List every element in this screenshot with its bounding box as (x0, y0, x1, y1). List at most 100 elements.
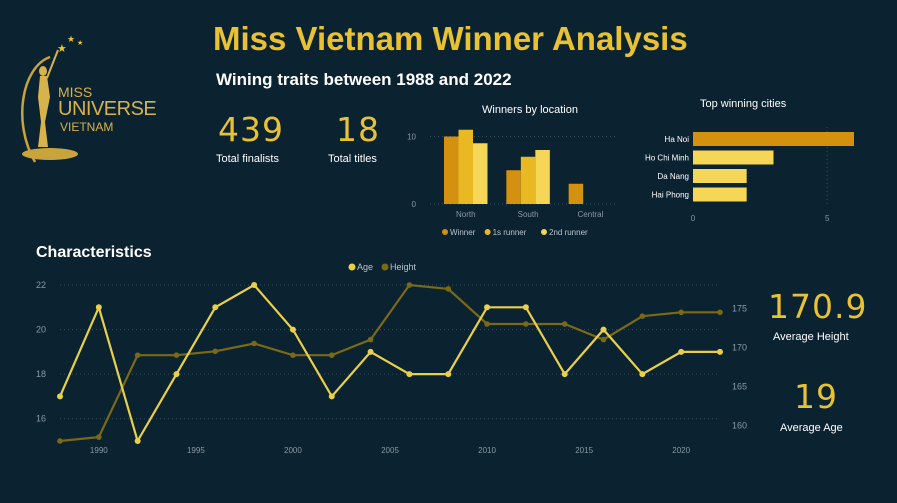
line-ytick-right: 175 (732, 303, 747, 313)
logo-figure-icon: ★ ★ ★ (21, 34, 83, 163)
age-point (639, 371, 646, 378)
location-bar (506, 170, 521, 204)
city-label: Ho Chi Minh (645, 154, 689, 163)
kpi-titles-value: 18 (336, 110, 380, 149)
location-xtick: North (456, 210, 476, 219)
line-xtick: 2010 (478, 446, 496, 455)
kpi-height-value: 170.9 (768, 287, 868, 326)
location-xtick: Central (578, 210, 604, 219)
line-ytick-left: 20 (36, 325, 46, 335)
legend-marker (442, 229, 448, 235)
location-chart[interactable]: 0 10 North South Central Winner 1s runner 2nd r… (395, 118, 620, 243)
cities-xtick: 0 (691, 214, 696, 223)
kpi-titles-label: Total titles (328, 153, 377, 165)
line-xtick: 1995 (187, 446, 205, 455)
legend-marker (484, 229, 491, 235)
legend-marker (348, 263, 356, 271)
line-ytick-left: 16 (36, 414, 46, 424)
height-point (445, 286, 452, 292)
kpi-finalists-value: 439 (218, 110, 284, 149)
cities-xtick: 5 (825, 214, 830, 223)
legend-marker (541, 229, 547, 235)
height-point (212, 348, 219, 355)
location-bar (444, 136, 459, 204)
city-bar (693, 150, 774, 165)
city-label: Ha Noi (665, 135, 690, 144)
age-point (600, 326, 607, 333)
logo: ★ ★ ★ MISS UNIVERSE VIETNAM (10, 22, 170, 172)
location-bar (473, 143, 488, 204)
age-point (367, 348, 374, 355)
location-bar (535, 150, 550, 204)
height-point (484, 321, 490, 327)
height-point (639, 313, 646, 319)
location-bar (520, 156, 536, 204)
age-point (406, 371, 413, 378)
age-point (95, 304, 102, 311)
age-point (212, 304, 219, 311)
height-point (523, 321, 529, 327)
line-ytick-left: 22 (36, 280, 46, 290)
svg-text:★: ★ (77, 39, 83, 47)
location-xtick: South (518, 210, 539, 219)
line-ytick-left: 18 (36, 369, 46, 379)
height-point (173, 352, 180, 358)
kpi-height-label: Average Height (773, 331, 849, 343)
height-point (678, 309, 684, 316)
page-subtitle: Wining traits between 1988 and 2022 (216, 70, 512, 89)
characteristics-chart[interactable]: Age Height 16 18 20 22 160 165 170 175 1990 1995 200… (20, 255, 760, 470)
legend-marker (381, 263, 389, 271)
height-point (367, 336, 374, 343)
location-bar (568, 183, 584, 204)
age-point (445, 371, 452, 378)
line-ytick-right: 165 (732, 381, 747, 391)
logo-text-vietnam: VIETNAM (60, 120, 114, 134)
location-legend-item: Winner (450, 228, 476, 237)
kpi-age-label: Average Age (780, 422, 843, 434)
age-point (173, 371, 180, 378)
height-point (251, 340, 257, 347)
line-xtick: 2000 (284, 446, 302, 455)
age-point (251, 282, 258, 288)
age-line (58, 283, 720, 444)
location-bar (458, 129, 473, 204)
height-point (561, 321, 568, 327)
svg-text:★: ★ (57, 43, 67, 55)
city-label: Hai Phong (652, 191, 689, 200)
kpi-finalists-label: Total finalists (216, 153, 279, 165)
height-point (96, 434, 102, 440)
line-xtick: 1990 (90, 446, 108, 455)
age-point (484, 304, 491, 311)
city-bar (693, 169, 747, 183)
age-point (328, 393, 335, 400)
age-point (57, 393, 63, 400)
height-point (406, 282, 413, 288)
line-xtick: 2005 (381, 446, 399, 455)
city-bar (693, 132, 854, 146)
age-point (134, 438, 141, 444)
location-ytick: 0 (412, 200, 417, 209)
age-point (289, 326, 296, 333)
age-point (561, 371, 568, 378)
page-title: Miss Vietnam Winner Analysis (213, 20, 688, 57)
characteristics-title: Characteristics (36, 244, 152, 261)
age-point (522, 304, 529, 311)
age-point (717, 348, 723, 355)
cities-chart[interactable]: 0 5 Ha Noi Ho Chi Minh Da Nang Hai Phong (630, 125, 870, 230)
height-point (57, 438, 63, 444)
logo-text-miss: MISS (58, 84, 93, 100)
height-point (328, 352, 335, 358)
location-chart-title: Winners by location (482, 104, 578, 116)
location-ytick: 10 (407, 133, 416, 142)
city-label: Da Nang (657, 172, 689, 181)
height-point (600, 336, 607, 343)
height-point (290, 352, 296, 358)
city-bar (693, 187, 747, 202)
cities-chart-title: Top winning cities (700, 98, 787, 110)
height-point (134, 352, 141, 358)
line-ytick-right: 170 (732, 342, 747, 352)
legend-height: Height (390, 262, 417, 272)
line-xtick: 2015 (575, 446, 593, 455)
location-legend-item: 2nd runner (549, 228, 588, 237)
svg-text:★: ★ (67, 34, 75, 44)
